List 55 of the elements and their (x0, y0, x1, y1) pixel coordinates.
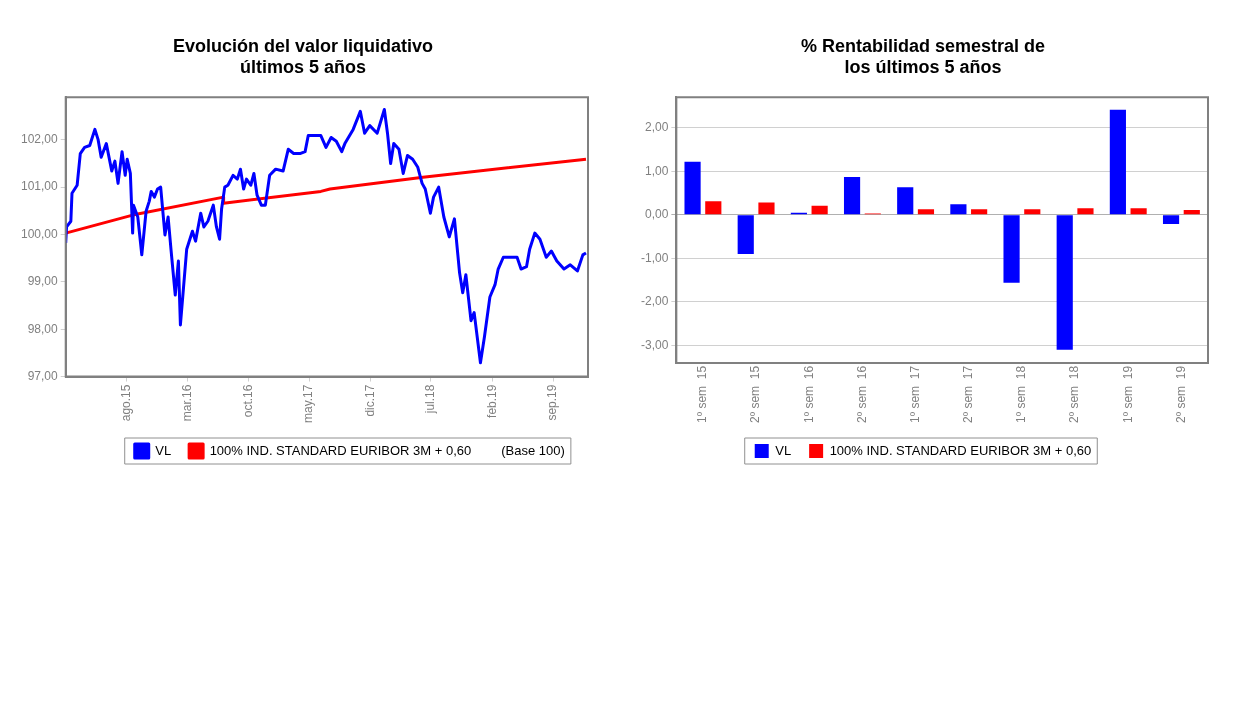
legend-label: 100% IND. STANDARD EURIBOR 3M + 0,60 (209, 442, 472, 458)
y-tick-label: 101,00 (21, 179, 59, 194)
x-tick-label: 1º sem 19 (1120, 365, 1135, 423)
y-tick-label: -2,00 (640, 294, 669, 309)
bar (917, 209, 935, 215)
y-tick-label: 102,00 (21, 132, 59, 147)
bar (684, 161, 701, 215)
x-tick-label: mar.16 (179, 384, 194, 422)
x-tick-label: 2º sem 16 (854, 365, 869, 423)
chart-title: % Rentabilidad semestral de los últimos 5 años (800, 35, 1046, 78)
x-tick-label: 2º sem 18 (1067, 365, 1082, 423)
y-tick-label: 98,00 (27, 321, 59, 336)
x-tick-label: 1º sem 15 (695, 365, 710, 423)
x-tick-label: jul.18 (423, 384, 438, 415)
y-tick-label: 100,00 (21, 226, 59, 241)
bar (1130, 208, 1147, 215)
x-tick-label: may.17 (301, 384, 316, 424)
x-tick-label: feb.19 (484, 384, 499, 418)
bar (1024, 209, 1041, 215)
x-tick-label: 1º sem 18 (1014, 365, 1029, 423)
bar (758, 202, 775, 215)
bar (843, 176, 861, 215)
y-tick-label: -3,00 (640, 337, 669, 352)
x-tick-label: 1º sem 16 (801, 365, 816, 423)
bar (950, 204, 967, 215)
bar (1003, 215, 1020, 283)
bar (737, 215, 754, 255)
bar (897, 187, 914, 215)
x-tick-label: 2º sem 19 (1173, 365, 1188, 423)
y-tick-label: 2,00 (644, 120, 669, 135)
y-tick-label: 99,00 (27, 274, 59, 289)
x-tick-label: ago.15 (118, 384, 133, 422)
x-tick-label: sep.19 (545, 384, 560, 421)
bar (971, 209, 988, 215)
legend-label: 100% IND. STANDARD EURIBOR 3M + 0,60 (829, 442, 1092, 458)
chart-title: Evolución del valor liquidativo últimos 5 años (172, 35, 434, 78)
x-tick-label: dic.17 (362, 384, 377, 417)
legend-label: VL (155, 442, 172, 458)
y-tick-label: 97,00 (27, 368, 59, 383)
x-tick-label: 2º sem 15 (748, 365, 763, 423)
bar (1162, 215, 1180, 224)
y-tick-label: 0,00 (644, 207, 669, 222)
bar (1056, 215, 1073, 350)
x-tick-label: oct.16 (240, 384, 255, 418)
bar (705, 201, 722, 215)
bar (1077, 208, 1094, 215)
x-tick-label: 2º sem 17 (961, 365, 976, 423)
y-tick-label: -1,00 (640, 250, 669, 265)
y-tick-label: 1,00 (644, 163, 669, 178)
text: (Base 100) (501, 442, 565, 458)
legend-label: VL (775, 442, 792, 458)
bar (811, 205, 828, 215)
bar (1183, 210, 1200, 215)
bar (1109, 109, 1126, 215)
x-tick-label: 1º sem 17 (907, 365, 922, 423)
